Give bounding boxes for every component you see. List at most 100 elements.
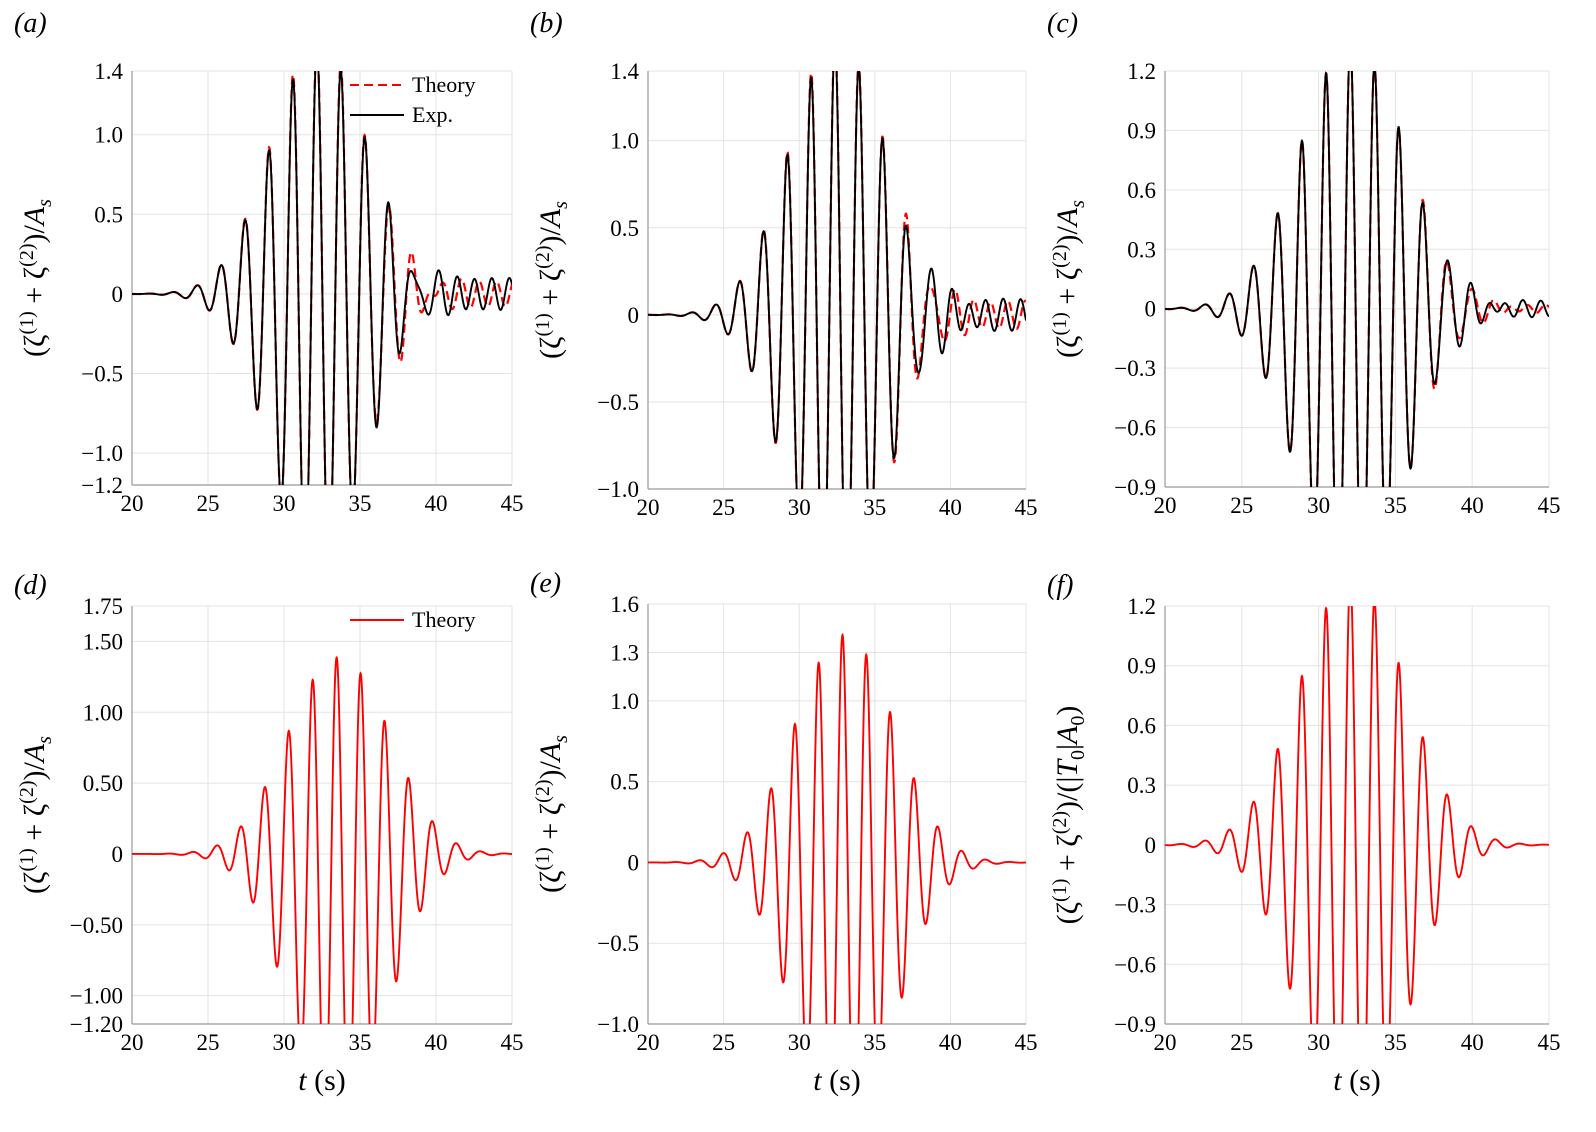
x-tick-label: 25 bbox=[197, 491, 220, 516]
y-tick-label: 0.50 bbox=[83, 771, 123, 796]
x-tick-label: 40 bbox=[425, 491, 448, 516]
panel-b: 20 25 30 35 40 45 −1.0 −0.5 0 0.5 1.0 1.4 (b) (ζ(1) +… bbox=[530, 8, 1038, 520]
x-tick-label: 45 bbox=[1015, 495, 1038, 520]
x-tick-label: 35 bbox=[1384, 1030, 1407, 1055]
x-tick-label: 30 bbox=[273, 491, 296, 516]
x-tick-label: 30 bbox=[788, 495, 811, 520]
x-tick-label: 40 bbox=[1461, 493, 1484, 518]
x-tick-label: 40 bbox=[425, 1030, 448, 1055]
series-line-exp bbox=[648, 71, 1026, 489]
y-tick-label: 1.50 bbox=[83, 629, 123, 654]
plot-area bbox=[132, 606, 512, 1024]
y-tick-label: 1.4 bbox=[94, 59, 123, 84]
y-tick-label: 1.2 bbox=[1127, 59, 1156, 84]
y-axis-label: (ζ(1) + ζ(2))/As bbox=[16, 199, 56, 357]
x-tick-label: 30 bbox=[273, 1030, 296, 1055]
x-tick-label: 45 bbox=[1538, 493, 1561, 518]
y-tick-label: 1.0 bbox=[610, 689, 639, 714]
y-tick-label: 1.75 bbox=[83, 594, 123, 619]
y-axis-label: (ζ(1) + ζ(2))/(|T0|A0) bbox=[1049, 706, 1089, 925]
series-line-exp bbox=[132, 71, 512, 485]
y-tick-label: 0 bbox=[1145, 833, 1157, 858]
y-axis-label: (ζ(1) + ζ(2))/As bbox=[532, 735, 572, 893]
x-axis-label: t (s) bbox=[813, 1064, 861, 1097]
y-tick-label: 1.00 bbox=[83, 700, 123, 725]
y-tick-label: 0.9 bbox=[1127, 118, 1156, 143]
y-tick-label: −0.9 bbox=[1114, 1012, 1156, 1037]
x-axis-label: t (s) bbox=[298, 1064, 346, 1097]
y-tick-label: 1.6 bbox=[610, 592, 639, 617]
y-tick-label: 1.0 bbox=[610, 129, 639, 154]
x-tick-label: 20 bbox=[1154, 493, 1177, 518]
y-tick-label: −1.00 bbox=[70, 984, 123, 1009]
y-tick-label: −0.50 bbox=[70, 913, 123, 938]
x-tick-label: 25 bbox=[712, 495, 735, 520]
y-tick-label: 0.5 bbox=[610, 770, 639, 795]
x-tick-label: 35 bbox=[349, 1030, 372, 1055]
y-tick-label: 1.0 bbox=[94, 123, 123, 148]
x-tick-label: 25 bbox=[197, 1030, 220, 1055]
x-tick-label: 35 bbox=[1384, 493, 1407, 518]
y-tick-label: 0.3 bbox=[1127, 237, 1156, 262]
x-tick-label: 35 bbox=[863, 495, 886, 520]
y-tick-label: 0 bbox=[628, 850, 640, 875]
x-tick-label: 20 bbox=[637, 1030, 660, 1055]
x-tick-label: 35 bbox=[349, 491, 372, 516]
x-tick-label: 20 bbox=[637, 495, 660, 520]
y-tick-label: −1.0 bbox=[597, 1012, 639, 1037]
y-tick-label: −0.5 bbox=[81, 362, 123, 387]
y-axis-label: (ζ(1) + ζ(2))/As bbox=[532, 201, 572, 359]
y-tick-label: 0.3 bbox=[1127, 773, 1156, 798]
series-line-theory bbox=[132, 655, 512, 1024]
x-tick-label: 20 bbox=[121, 491, 144, 516]
y-tick-label: −1.0 bbox=[597, 477, 639, 502]
x-tick-label: 25 bbox=[1230, 493, 1253, 518]
x-axis-label: t (s) bbox=[1333, 1064, 1381, 1097]
series-line-theory bbox=[1165, 606, 1549, 1024]
x-tick-label: 45 bbox=[1538, 1030, 1561, 1055]
legend-label: Exp. bbox=[412, 102, 453, 127]
y-tick-label: −0.3 bbox=[1114, 356, 1156, 381]
y-tick-label: 1.2 bbox=[1127, 594, 1156, 619]
panel-d: 20 25 30 35 40 45 −1.20 −1.00 −0.50 0 0.50 1.00 1.50… bbox=[14, 570, 524, 1097]
x-tick-label: 40 bbox=[1461, 1030, 1484, 1055]
y-axis-label: (ζ(1) + ζ(2))/As bbox=[16, 736, 56, 894]
y-tick-label: 1.4 bbox=[610, 59, 639, 84]
y-tick-label: 0 bbox=[1145, 297, 1157, 322]
x-tick-label: 30 bbox=[1307, 493, 1330, 518]
y-tick-label: 0 bbox=[112, 842, 124, 867]
plot-area bbox=[648, 604, 1026, 1024]
panel-label: (a) bbox=[14, 8, 47, 39]
y-tick-label: 0.5 bbox=[94, 202, 123, 227]
y-tick-label: −0.5 bbox=[597, 390, 639, 415]
y-tick-label: 1.3 bbox=[610, 640, 639, 665]
y-tick-label: 0 bbox=[628, 303, 640, 328]
y-tick-label: 0 bbox=[112, 282, 124, 307]
x-tick-label: 25 bbox=[712, 1030, 735, 1055]
x-tick-label: 25 bbox=[1230, 1030, 1253, 1055]
panel-e: 20 25 30 35 40 45 −1.0 −0.5 0 0.5 1.0 1.3 1.6 (e) (ζ(1… bbox=[530, 568, 1038, 1097]
y-tick-label: −1.0 bbox=[81, 441, 123, 466]
y-axis-label: (ζ(1) + ζ(2))/As bbox=[1049, 200, 1089, 358]
panel-label: (f) bbox=[1047, 570, 1073, 601]
y-tick-label: −1.2 bbox=[81, 473, 123, 498]
x-tick-label: 20 bbox=[1154, 1030, 1177, 1055]
series-line-exp bbox=[1165, 71, 1549, 487]
panel-a: 20 25 30 35 40 45 −1.2 −1.0 −0.5 0 0.5 1.0 1.4 (a) (ζ(… bbox=[14, 8, 524, 516]
y-tick-label: 0.6 bbox=[1127, 178, 1156, 203]
x-tick-label: 30 bbox=[788, 1030, 811, 1055]
y-tick-label: 0.9 bbox=[1127, 654, 1156, 679]
x-tick-label: 45 bbox=[501, 491, 524, 516]
y-tick-label: −0.5 bbox=[597, 931, 639, 956]
y-tick-label: −1.20 bbox=[70, 1012, 123, 1037]
series-line-theory bbox=[648, 632, 1026, 1024]
y-tick-label: −0.3 bbox=[1114, 893, 1156, 918]
panel-label: (d) bbox=[14, 570, 47, 601]
x-tick-label: 20 bbox=[121, 1030, 144, 1055]
y-tick-label: 0.6 bbox=[1127, 713, 1156, 738]
y-tick-label: 0.5 bbox=[610, 216, 639, 241]
x-tick-label: 40 bbox=[939, 1030, 962, 1055]
legend-label: Theory bbox=[412, 607, 476, 632]
